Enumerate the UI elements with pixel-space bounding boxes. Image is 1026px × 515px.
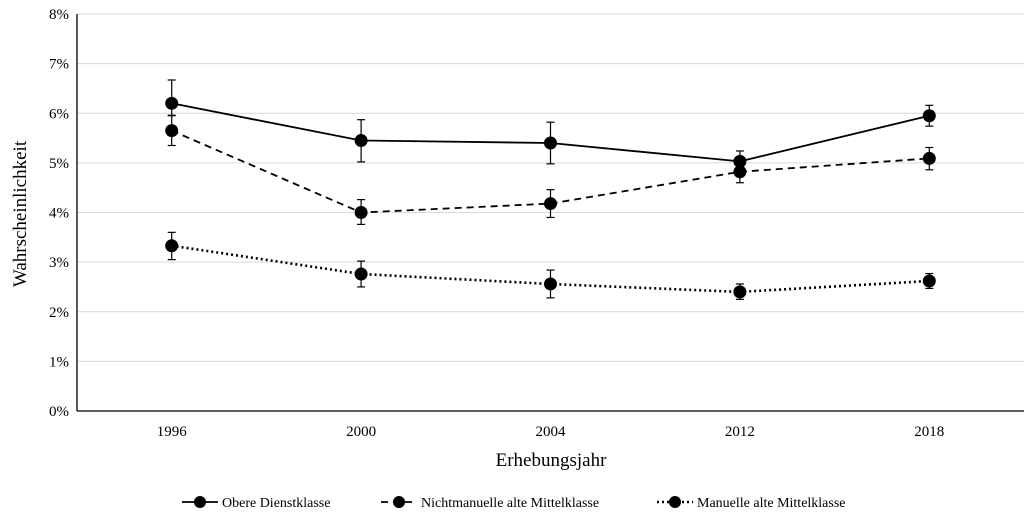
series-2 bbox=[165, 114, 936, 226]
x-tick-label: 2012 bbox=[725, 424, 755, 440]
legend-label: Obere Dienstklasse bbox=[222, 496, 330, 511]
data-point bbox=[922, 109, 936, 123]
data-point bbox=[354, 267, 368, 281]
data-point bbox=[165, 124, 179, 138]
y-axis-title: Wahrscheinlichkeit bbox=[10, 140, 31, 287]
axes bbox=[76, 14, 1024, 412]
data-point bbox=[733, 165, 747, 179]
legend-marker bbox=[669, 496, 681, 508]
series-1 bbox=[165, 79, 936, 173]
data-point bbox=[165, 239, 179, 253]
legend-marker bbox=[194, 496, 206, 508]
y-tick-label: 7% bbox=[49, 57, 69, 73]
legend-item: Obere Dienstklasse bbox=[182, 496, 330, 511]
legend-label: Manuelle alte Mittelklasse bbox=[697, 496, 846, 511]
data-point bbox=[165, 96, 179, 110]
data-point bbox=[733, 285, 747, 299]
data-point bbox=[922, 274, 936, 288]
grid-lines bbox=[77, 13, 1024, 362]
y-tick-label: 3% bbox=[49, 255, 69, 271]
legend-marker bbox=[393, 496, 405, 508]
x-tick-label: 2018 bbox=[914, 424, 944, 440]
data-point bbox=[544, 277, 557, 291]
data-point bbox=[544, 136, 557, 150]
data-point bbox=[922, 151, 936, 165]
y-tick-label: 1% bbox=[49, 354, 69, 370]
y-tick-label: 8% bbox=[49, 7, 69, 23]
y-tick-label: 4% bbox=[49, 206, 69, 222]
x-tick-label: 1996 bbox=[157, 424, 188, 440]
series-3 bbox=[165, 231, 936, 300]
y-tick-label: 0% bbox=[49, 404, 69, 420]
x-tick-label: 2000 bbox=[346, 424, 376, 440]
legend-item: Manuelle alte Mittelklasse bbox=[657, 496, 846, 511]
legend-item: Nichtmanuelle alte Mittelklasse bbox=[381, 496, 599, 511]
x-axis-ticks: 1996 2000 2004 2012 2018 bbox=[157, 424, 945, 440]
y-axis-ticks: 0% 1% 2% 3% 4% 5% 6% 7% 8% bbox=[49, 7, 69, 420]
legend: Obere Dienstklasse Nichtmanuelle alte Mit… bbox=[182, 496, 846, 511]
legend-label: Nichtmanuelle alte Mittelklasse bbox=[421, 496, 599, 511]
data-point bbox=[354, 206, 368, 219]
plot-area bbox=[165, 79, 936, 300]
series-line bbox=[171, 129, 930, 214]
y-tick-label: 5% bbox=[49, 156, 69, 172]
y-tick-label: 2% bbox=[49, 305, 69, 321]
x-axis-title: Erhebungsjahr bbox=[496, 450, 607, 471]
y-tick-label: 6% bbox=[49, 106, 69, 122]
data-point bbox=[544, 197, 557, 211]
x-tick-label: 2004 bbox=[536, 424, 567, 440]
data-point bbox=[354, 134, 368, 148]
